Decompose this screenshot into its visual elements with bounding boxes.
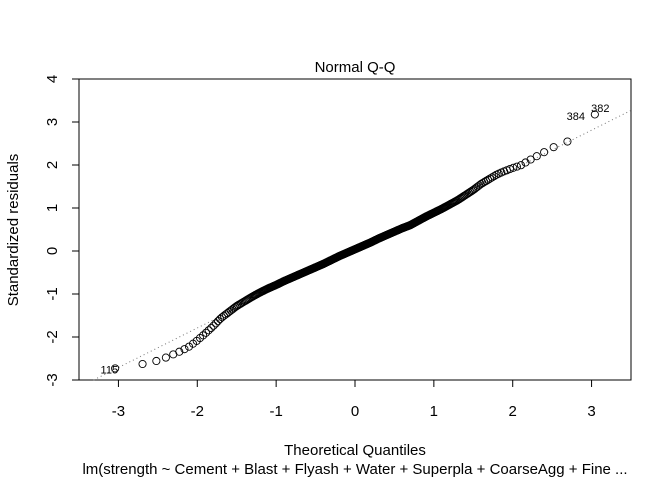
qq-point [532, 152, 541, 161]
y-tick-label: 0 [44, 247, 61, 255]
y-tick-label: -2 [44, 330, 61, 343]
y-tick-label: 4 [44, 75, 61, 83]
qq-point [229, 304, 238, 313]
qq-point [482, 176, 491, 186]
qq-point [175, 347, 184, 356]
x-axis-label: Theoretical Quantiles [284, 442, 426, 459]
qq-point [526, 155, 535, 164]
qq-point [590, 110, 599, 119]
x-tick-label: 2 [509, 403, 517, 420]
qq-point [516, 161, 526, 170]
qq-point [138, 359, 147, 369]
model-formula-subtitle: lm(strength ~ Cement + Blast + Flyash + … [82, 461, 627, 478]
qq-point [152, 356, 161, 366]
x-tick-label: 1 [430, 403, 438, 420]
qq-point [509, 163, 518, 172]
y-axis: -3 -2 -1 0 1 2 3 4 [44, 75, 80, 387]
qq-point [466, 187, 475, 196]
qq-point [211, 319, 220, 328]
y-tick-label: -3 [44, 373, 61, 386]
qq-point [209, 321, 218, 330]
y-axis-label: Standardized residuals [5, 154, 22, 307]
point-label-384: 384 [567, 111, 585, 123]
point-label-layer: 115 384 382 [101, 103, 610, 376]
qq-point [485, 174, 494, 183]
qq-point [464, 188, 474, 197]
y-tick-label: -1 [44, 287, 61, 300]
y-tick-label: 2 [44, 161, 61, 169]
qq-point [512, 162, 522, 171]
plot-frame [78, 78, 632, 381]
qq-point [204, 326, 213, 335]
qq-point [549, 143, 558, 152]
qq-point [161, 353, 170, 362]
qq-point [213, 317, 223, 326]
x-axis: -3 -2 -1 0 1 2 3 [112, 379, 596, 420]
qq-point [487, 173, 497, 182]
qq-point [184, 342, 194, 351]
qq-point [201, 328, 211, 337]
x-tick-label: 3 [587, 403, 595, 420]
y-tick-label: 3 [44, 118, 61, 126]
qq-point [490, 172, 499, 181]
x-tick-label: -3 [112, 403, 125, 420]
x-tick-label: -2 [191, 403, 204, 420]
points-layer [111, 110, 599, 373]
qq-point [563, 137, 572, 146]
qq-point [199, 331, 208, 340]
qq-point [505, 165, 515, 174]
x-tick-label: 0 [351, 403, 359, 420]
qq-point [111, 364, 120, 373]
y-tick-label: 1 [44, 204, 61, 212]
point-label-382: 382 [591, 103, 609, 115]
qq-point [207, 323, 216, 333]
qq-point [540, 148, 549, 157]
qq-point [483, 175, 493, 184]
chart-title: Normal Q-Q [315, 59, 396, 76]
x-tick-label: -1 [269, 403, 282, 420]
qq-point [180, 345, 189, 354]
point-label-115: 115 [101, 365, 119, 377]
